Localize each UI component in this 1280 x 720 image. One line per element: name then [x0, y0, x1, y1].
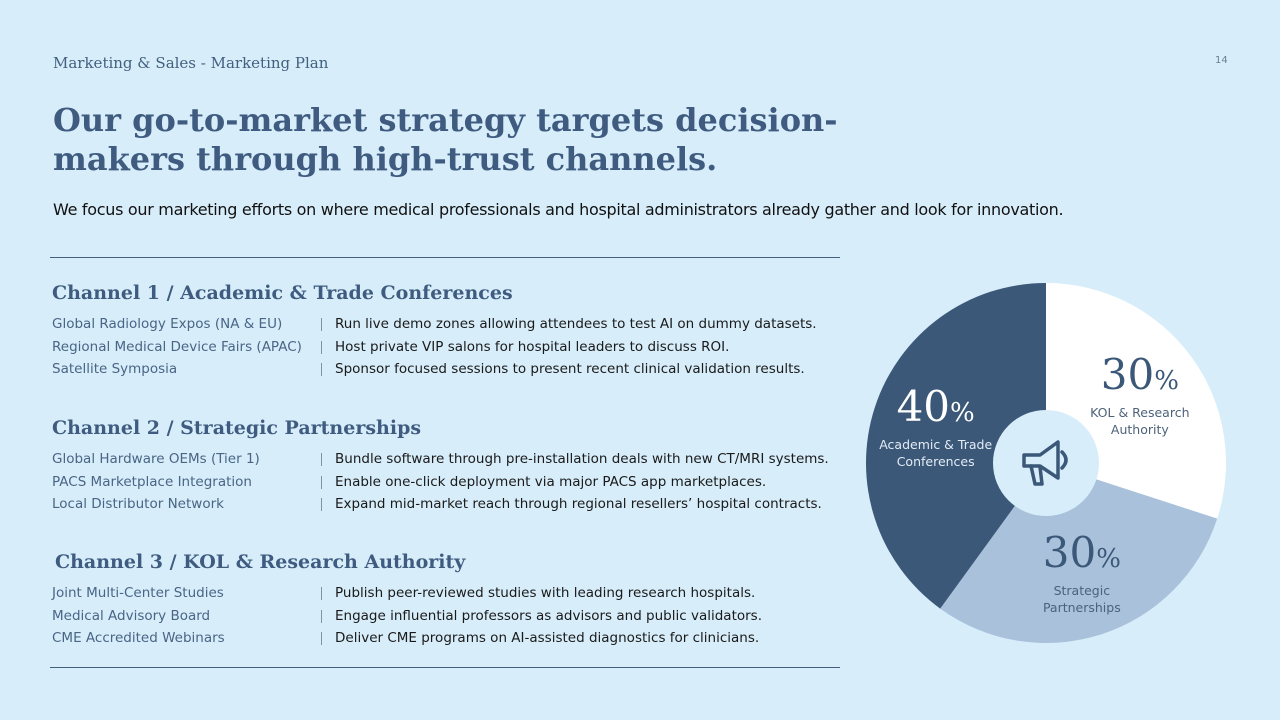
channel-item: Satellite Symposia	[52, 361, 178, 377]
divider	[50, 667, 840, 668]
channel-action: Host private VIP salons for hospital lea…	[335, 338, 730, 355]
megaphone-icon	[1022, 440, 1068, 486]
slice-label: 30% KOL & Research Authority	[1075, 349, 1205, 438]
channel-item: Regional Medical Device Fairs (APAC)	[52, 338, 302, 355]
channel-item: Global Radiology Expos (NA & EU)	[52, 316, 283, 332]
page-number: 14	[1215, 55, 1228, 66]
slice-name: Academic & Trade Conferences	[879, 437, 993, 470]
channel-item: Joint Multi-Center Studies	[52, 585, 224, 601]
section-label: Marketing & Sales - Marketing Plan	[53, 54, 329, 72]
slice-value: 30%	[1075, 349, 1205, 404]
channel-heading: Channel 1 / Academic & Trade Conferences	[52, 282, 513, 304]
channel-action: Engage influential professors as advisor…	[335, 607, 763, 624]
value-unit: %	[950, 398, 975, 429]
separator	[321, 632, 322, 645]
separator	[321, 587, 322, 600]
value-unit: %	[1154, 365, 1179, 396]
channel-action: Deliver CME programs on AI-assisted diag…	[335, 630, 760, 646]
separator	[321, 318, 322, 331]
channel-action: Publish peer-reviewed studies with leadi…	[335, 585, 756, 601]
channel-heading: Channel 3 / KOL & Research Authority	[55, 551, 466, 573]
channel-action: Expand mid-market reach through regional…	[335, 496, 822, 512]
value-number: 30	[1100, 349, 1155, 399]
pie-center	[993, 410, 1099, 516]
pie-slice	[940, 463, 1218, 643]
channel-item: Local Distributor Network	[52, 496, 224, 512]
channel-action: Bundle software through pre-installation…	[335, 451, 829, 467]
separator	[321, 475, 322, 489]
channel-action: Sponsor focused sessions to present rece…	[335, 361, 805, 377]
channel-action: Enable one-click deployment via major PA…	[335, 473, 767, 490]
channel-item: Global Hardware OEMs (Tier 1)	[52, 451, 260, 467]
separator	[321, 453, 322, 466]
value-unit: %	[1096, 544, 1121, 575]
pie-slice	[866, 283, 1046, 609]
channel-item: Medical Advisory Board	[52, 607, 211, 624]
separator	[321, 363, 322, 376]
channel-item: CME Accredited Webinars	[52, 630, 225, 646]
slice-value: 40%	[871, 384, 1001, 436]
slice-name: Strategic Partnerships	[1042, 583, 1121, 616]
slice-value: 30%	[1017, 530, 1147, 582]
channel-heading: Channel 2 / Strategic Partnerships	[52, 417, 422, 439]
value-number: 40	[896, 382, 951, 432]
separator	[321, 609, 322, 623]
separator	[321, 498, 322, 511]
channel-item: PACS Marketplace Integration	[52, 473, 252, 490]
subtitle: We focus our marketing efforts on where …	[53, 200, 1064, 219]
slice-label: 40% Academic & Trade Conferences	[871, 384, 1001, 470]
slice-name: KOL & Research Authority	[1090, 404, 1190, 437]
channel-action: Run live demo zones allowing attendees t…	[335, 316, 817, 332]
slice-label: 30% Strategic Partnerships	[1017, 530, 1147, 616]
value-number: 30	[1042, 528, 1097, 578]
separator	[321, 340, 322, 354]
divider	[50, 257, 840, 258]
title: Our go-to-market strategy targets decisi…	[53, 101, 838, 178]
